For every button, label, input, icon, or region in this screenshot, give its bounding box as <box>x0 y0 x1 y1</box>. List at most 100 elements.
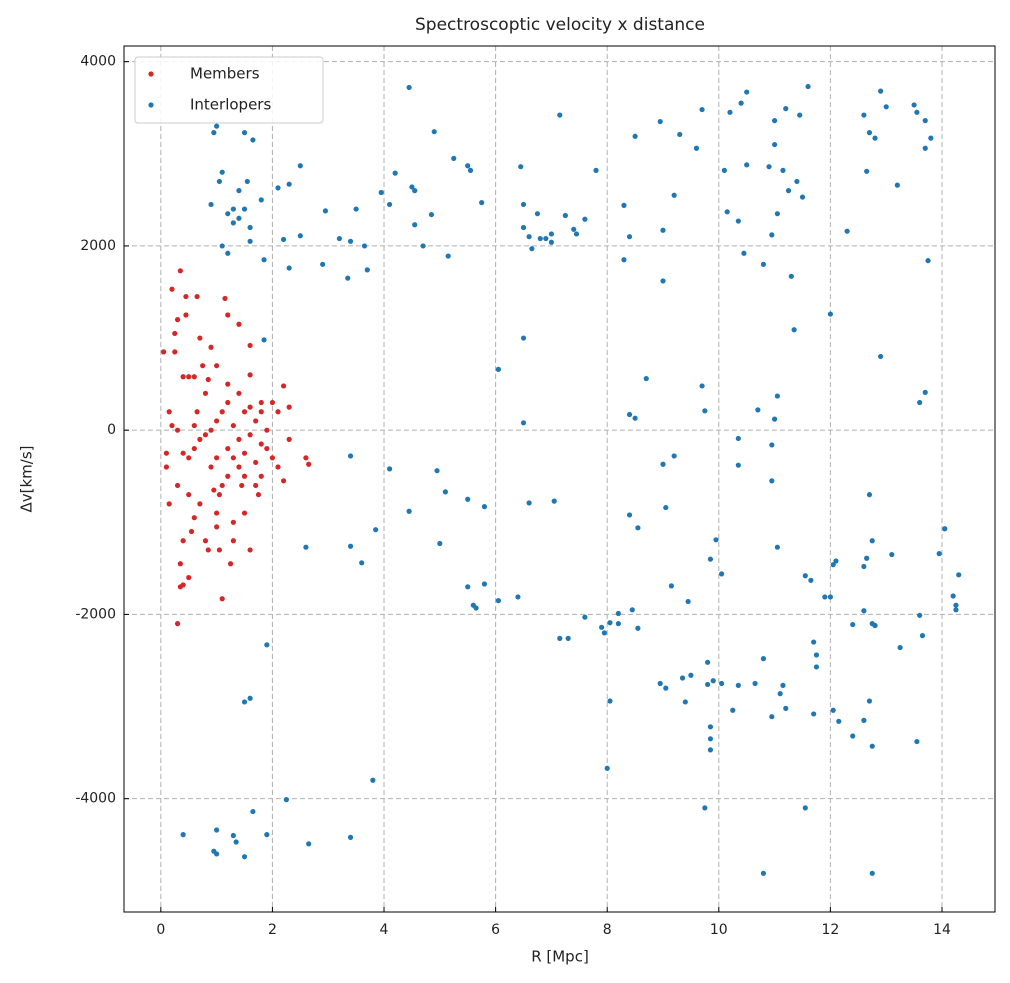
point <box>225 399 231 406</box>
point <box>769 232 775 238</box>
point <box>744 162 750 168</box>
point <box>760 656 767 662</box>
point <box>783 705 789 711</box>
point <box>180 374 186 380</box>
point <box>214 363 220 369</box>
point <box>222 295 228 302</box>
point <box>632 415 638 421</box>
point <box>202 390 209 396</box>
point <box>626 512 633 518</box>
point <box>392 170 398 176</box>
y-tick-label: 2000 <box>80 238 116 254</box>
legend: Members Interlopers <box>134 56 324 124</box>
point <box>233 839 239 845</box>
point <box>253 459 259 466</box>
y-tick-label: -4000 <box>75 791 116 807</box>
y-tick-label: 0 <box>107 422 116 438</box>
point <box>922 145 928 151</box>
point <box>283 797 289 803</box>
point <box>632 133 638 139</box>
point <box>306 841 312 847</box>
point <box>607 620 613 626</box>
point <box>347 834 354 840</box>
x-axis-label: R [Mpc] <box>531 948 589 966</box>
y-tick-label: 4000 <box>80 54 116 70</box>
point <box>386 466 393 472</box>
point <box>247 372 253 378</box>
point <box>663 685 669 691</box>
point <box>191 422 197 429</box>
point <box>236 436 242 442</box>
point <box>225 250 231 256</box>
point <box>950 593 956 599</box>
point <box>760 870 767 876</box>
point <box>928 135 934 141</box>
point <box>861 608 867 614</box>
point <box>626 411 633 418</box>
point <box>186 374 192 380</box>
point <box>163 464 170 470</box>
x-tick-label: 2 <box>268 922 277 938</box>
point <box>771 141 778 148</box>
point <box>216 492 223 498</box>
point <box>822 594 828 600</box>
point <box>177 268 183 274</box>
point <box>219 169 225 175</box>
point <box>830 707 836 713</box>
point <box>286 265 292 271</box>
point <box>264 427 270 433</box>
point <box>808 577 814 583</box>
point <box>869 743 875 749</box>
point <box>370 777 376 783</box>
point <box>621 202 627 208</box>
point <box>431 129 437 135</box>
point <box>878 353 884 360</box>
point <box>861 717 867 723</box>
legend-label: Members <box>190 65 260 83</box>
point <box>774 211 780 217</box>
point <box>794 178 800 185</box>
point <box>247 547 253 553</box>
point <box>166 501 172 507</box>
point <box>239 482 245 489</box>
point <box>660 227 666 233</box>
point <box>197 501 203 507</box>
point <box>214 123 220 129</box>
point <box>713 537 719 543</box>
point <box>264 445 270 452</box>
point <box>783 106 789 112</box>
point <box>197 335 203 341</box>
x-tick-label: 8 <box>603 922 612 938</box>
point <box>244 178 250 185</box>
point <box>741 250 747 256</box>
point <box>261 257 267 263</box>
point <box>621 257 627 263</box>
point <box>214 455 220 461</box>
point <box>230 422 236 429</box>
point <box>735 218 741 224</box>
point <box>699 383 705 389</box>
point <box>258 441 264 447</box>
point <box>219 596 225 602</box>
point <box>186 455 192 461</box>
point <box>361 243 368 249</box>
plot-frame <box>123 45 996 913</box>
point <box>250 137 256 143</box>
point <box>412 222 418 228</box>
point <box>607 698 613 704</box>
x-tick-label: 12 <box>821 922 839 938</box>
point <box>836 718 842 724</box>
point <box>744 89 750 95</box>
point <box>582 614 588 620</box>
point <box>236 390 242 396</box>
point <box>247 238 253 244</box>
point <box>774 544 780 550</box>
point <box>241 473 248 479</box>
point <box>894 182 900 188</box>
point <box>216 547 223 553</box>
point <box>241 854 248 860</box>
point <box>811 639 817 645</box>
point <box>191 445 197 452</box>
point <box>738 100 744 106</box>
point <box>707 736 714 742</box>
